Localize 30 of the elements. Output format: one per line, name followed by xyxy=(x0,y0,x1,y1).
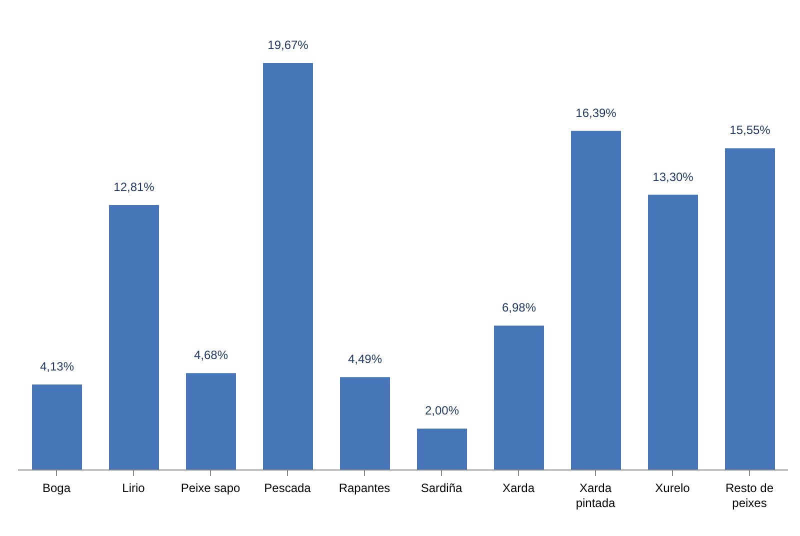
data-label: 19,67% xyxy=(268,38,309,52)
x-tick-label: Xurelo xyxy=(655,481,690,495)
data-label: 6,98% xyxy=(502,300,536,315)
x-tick-label: Boga xyxy=(42,481,71,495)
x-tick-label: Xarda pintada xyxy=(576,481,616,510)
bar xyxy=(32,384,82,470)
bar xyxy=(648,194,698,470)
x-tick-label: Sardiña xyxy=(420,481,462,495)
x-tick-label: Pescada xyxy=(264,481,312,495)
bar xyxy=(725,148,775,470)
bar xyxy=(263,63,313,470)
data-label: 4,13% xyxy=(40,360,74,374)
data-label: 13,30% xyxy=(652,170,694,184)
bar xyxy=(340,377,390,470)
bar xyxy=(109,204,159,470)
x-tick-label: Peixe sapo xyxy=(180,481,241,495)
x-tick-label: Rapantes xyxy=(338,481,390,495)
data-label: 12,81% xyxy=(114,180,155,194)
bar xyxy=(417,428,467,470)
bar xyxy=(494,326,544,470)
data-label: 4,68% xyxy=(194,348,228,362)
bar xyxy=(571,130,621,470)
data-label: 4,49% xyxy=(348,352,382,366)
x-tick-label: Resto de peixes xyxy=(725,481,774,510)
x-tick-label: Xarda xyxy=(502,481,535,495)
x-tick-label: Lirio xyxy=(122,481,146,495)
data-label: 16,39% xyxy=(576,106,617,120)
data-label: 15,55% xyxy=(730,123,771,138)
bar xyxy=(186,373,236,470)
data-label: 2,00% xyxy=(424,404,460,418)
